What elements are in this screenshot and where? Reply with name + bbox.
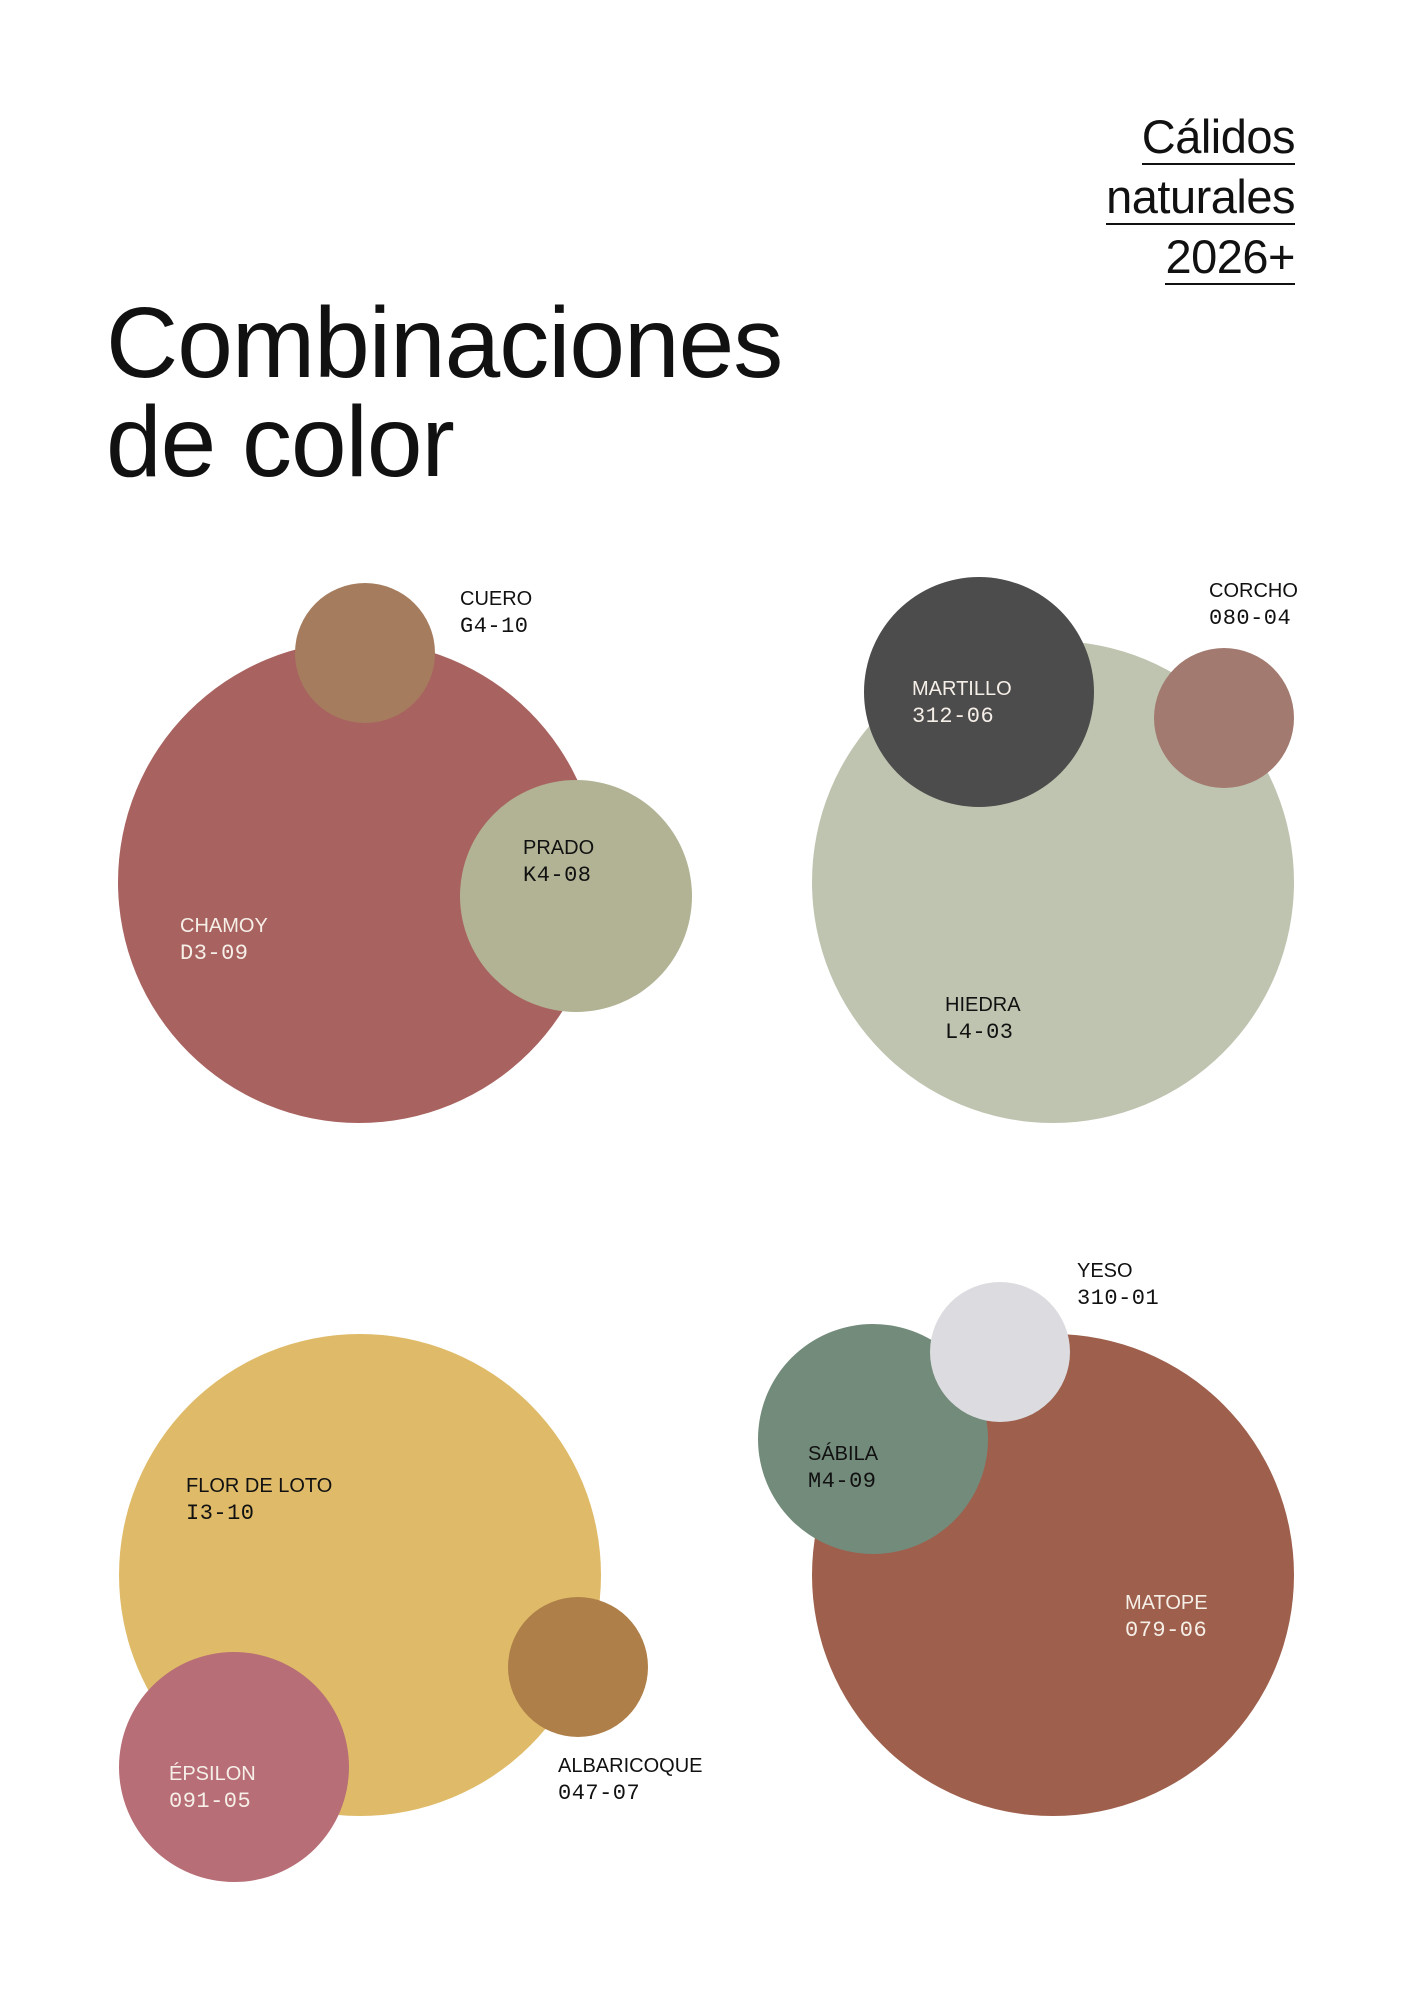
swatch-label-albaricoque: ALBARICOQUE 047-07: [558, 1753, 702, 1807]
color-circle-cuero: [295, 583, 435, 723]
page-title-line: de color: [106, 386, 455, 498]
swatch-name: HIEDRA: [945, 994, 1021, 1016]
color-circle-prado: [460, 780, 692, 1012]
swatch-code: 312-06: [912, 704, 995, 729]
swatch-code: D3-09: [180, 941, 249, 966]
color-circle-albaricoque: [508, 1597, 648, 1737]
swatch-label-chamoy: CHAMOY D3-09: [180, 913, 268, 967]
swatch-label-flor-de-loto: FLOR DE LOTO I3-10: [186, 1473, 332, 1527]
series-title-word: Cálidos: [1141, 110, 1296, 165]
swatch-label-sabila: SÁBILA M4-09: [808, 1441, 878, 1495]
series-title-line: 2026+: [1106, 231, 1295, 291]
swatch-code: K4-08: [523, 863, 592, 888]
swatch-code: 079-06: [1125, 1618, 1208, 1643]
swatch-code: I3-10: [186, 1501, 255, 1526]
swatch-name: ÉPSILON: [169, 1763, 256, 1785]
swatch-code: 310-01: [1077, 1286, 1160, 1311]
swatch-code: 091-05: [169, 1789, 252, 1814]
series-title-line: naturales: [1106, 171, 1295, 231]
swatch-label-cuero: CUERO G4-10: [460, 586, 532, 640]
swatch-name: CHAMOY: [180, 915, 268, 937]
swatch-name: FLOR DE LOTO: [186, 1475, 333, 1497]
swatch-code: 080-04: [1209, 606, 1292, 631]
swatch-name: CUERO: [460, 588, 533, 610]
color-circle-corcho: [1154, 648, 1294, 788]
color-circle-martillo: [864, 577, 1094, 807]
swatch-code: M4-09: [808, 1469, 877, 1494]
series-title-line: Cálidos: [1106, 110, 1296, 171]
swatch-name: PRADO: [523, 837, 595, 859]
swatch-name: SÁBILA: [808, 1443, 879, 1465]
swatch-code: G4-10: [460, 614, 529, 639]
swatch-name: YESO: [1077, 1260, 1133, 1282]
swatch-label-prado: PRADO K4-08: [523, 835, 594, 889]
swatch-code: 047-07: [558, 1781, 641, 1806]
swatch-label-corcho: CORCHO 080-04: [1209, 578, 1298, 632]
series-title-word: naturales: [1106, 170, 1295, 225]
color-circle-epsilon: [119, 1652, 349, 1882]
swatch-name: MATOPE: [1125, 1592, 1208, 1614]
swatch-label-matope: MATOPE 079-06: [1125, 1590, 1208, 1644]
series-title-year: 2026+: [1165, 230, 1295, 285]
swatch-label-martillo: MARTILLO 312-06: [912, 676, 1012, 730]
page-title-line: Combinaciones: [106, 287, 783, 399]
page-title: Combinaciones de color: [106, 287, 783, 498]
swatch-label-yeso: YESO 310-01: [1077, 1258, 1159, 1312]
swatch-label-epsilon: ÉPSILON 091-05: [169, 1761, 256, 1815]
color-circle-yeso: [930, 1282, 1070, 1422]
swatch-name: MARTILLO: [912, 678, 1012, 700]
swatch-label-hiedra: HIEDRA L4-03: [945, 992, 1021, 1046]
swatch-name: ALBARICOQUE: [558, 1755, 703, 1777]
series-title: Cálidos naturales 2026+: [1106, 110, 1296, 291]
swatch-code: L4-03: [945, 1020, 1014, 1045]
swatch-name: CORCHO: [1209, 580, 1298, 602]
